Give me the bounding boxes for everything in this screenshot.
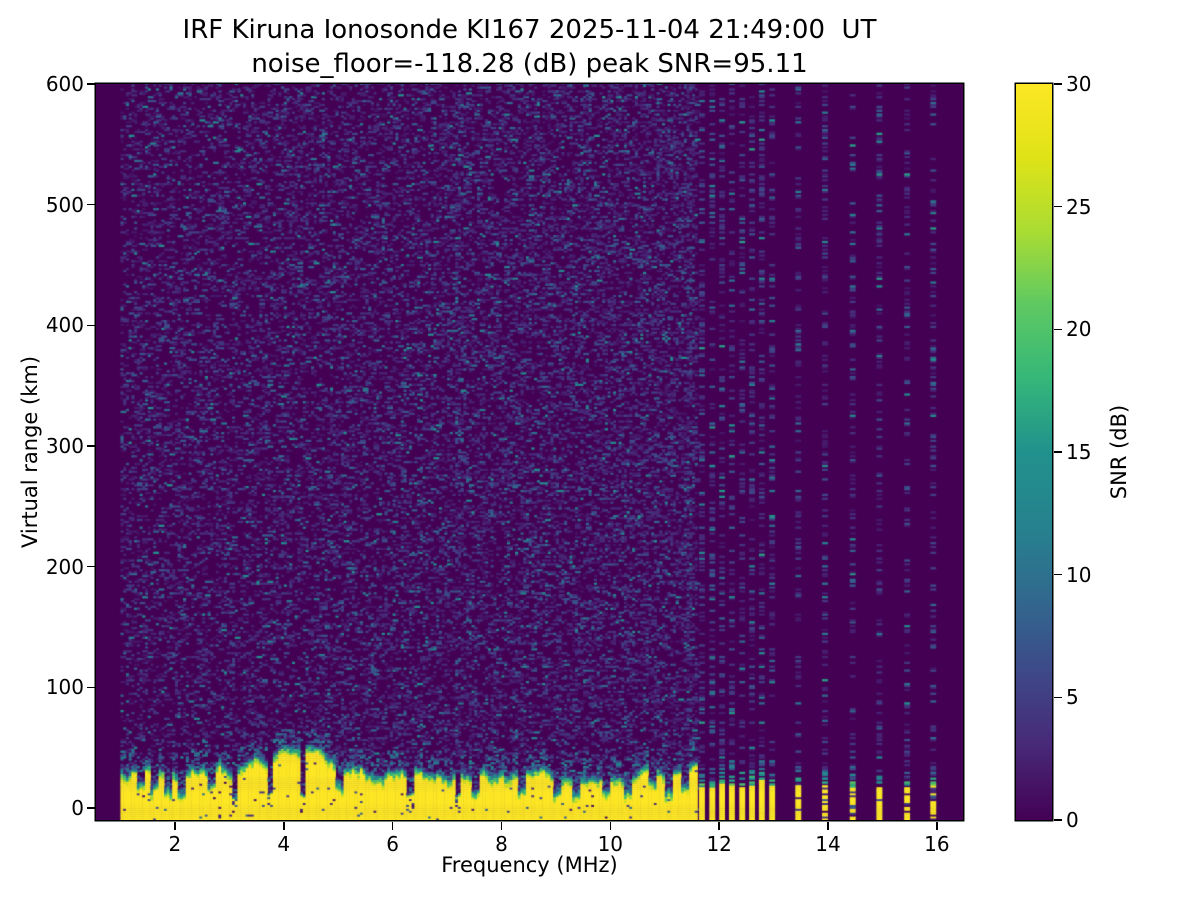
x-tick-label: 10 [597,832,624,856]
chart-title: IRF Kiruna Ionosonde KI167 2025-11-04 21… [182,15,877,45]
x-tick [174,821,176,830]
y-tick-label: 100 [45,675,84,700]
colorbar-tick-label: 5 [1066,685,1079,710]
colorbar-tick [1053,573,1062,576]
y-tick-label: 400 [45,313,84,338]
x-tick [391,821,394,830]
x-tick-label: 2 [168,832,182,856]
colorbar-tick [1053,451,1062,453]
colorbar-label: SNR (dB) [1107,404,1131,500]
y-tick [86,83,95,85]
heatmap-canvas [96,84,963,820]
x-tick-label: 14 [815,832,841,856]
chart-subtitle: noise_floor=-118.28 (dB) peak SNR=95.11 [251,49,808,79]
y-tick [86,324,95,327]
x-tick-label: 12 [706,832,732,856]
x-tick [283,821,285,830]
colorbar-tick-label: 20 [1066,317,1092,342]
colorbar-tick-label: 25 [1066,194,1092,219]
x-tick-label: 4 [277,832,291,856]
y-tick-label: 500 [45,192,84,217]
y-tick [86,445,95,447]
y-tick [86,807,95,809]
x-tick-label: 16 [924,832,950,856]
y-tick-label: 300 [45,433,84,458]
x-tick [609,821,612,830]
y-axis-label: Virtual range (km) [18,355,42,549]
colorbar-tick-label: 30 [1066,72,1092,96]
colorbar-tick-label: 10 [1066,562,1092,587]
colorbar-tick-label: 0 [1066,808,1079,832]
x-tick [936,821,938,830]
colorbar-tick [1053,205,1062,208]
colorbar-tick-label: 15 [1066,440,1092,464]
x-tick [827,821,829,830]
colorbar-tick [1053,696,1062,699]
x-tick [500,821,503,830]
y-tick-label: 600 [45,72,84,96]
x-tick [718,821,720,830]
x-tick-label: 6 [386,832,399,856]
y-tick [86,203,95,206]
y-tick [86,565,95,568]
colorbar-tick [1053,328,1062,331]
x-tick-label: 8 [495,832,508,856]
colorbar-tick [1053,83,1062,85]
colorbar [1016,84,1052,820]
x-axis-label: Frequency (MHz) [441,853,618,877]
y-tick [86,686,95,689]
colorbar-tick [1053,819,1062,821]
y-tick-label: 200 [45,554,84,579]
y-tick-label: 0 [71,795,84,820]
